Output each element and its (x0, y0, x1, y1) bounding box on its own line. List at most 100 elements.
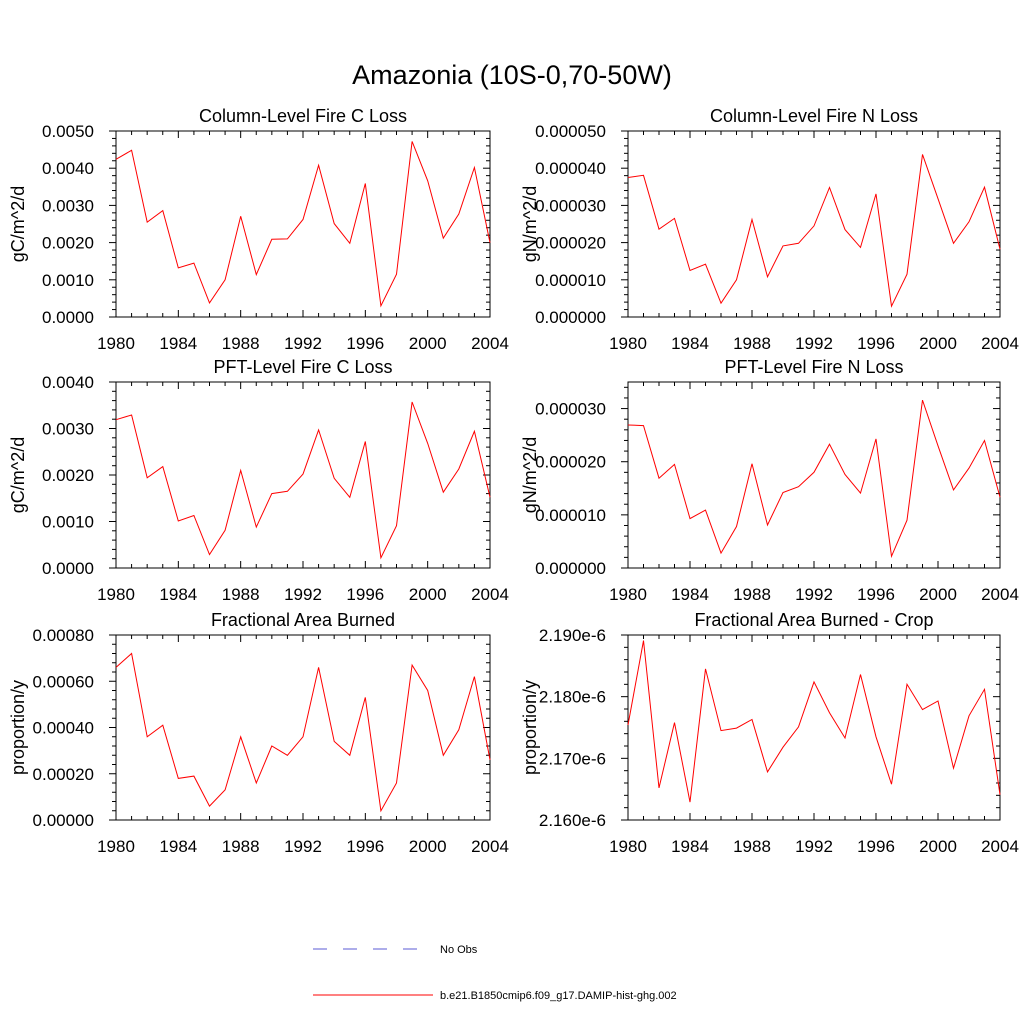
y-tick-label: 0.000000 (535, 308, 606, 327)
y-axis-label: proportion/y (8, 680, 28, 775)
x-tick-label: 1996 (857, 334, 895, 353)
chart-panel-2: Column-Level Fire N Loss gN/m^2/d 1980 1984… (520, 106, 1019, 353)
y-axis-label: proportion/y (520, 680, 540, 775)
x-tick-label: 2000 (409, 334, 447, 353)
panel-title: Fractional Area Burned (211, 610, 395, 630)
x-tick-label: 2000 (409, 837, 447, 856)
y-tick-label: 0.0010 (42, 271, 94, 290)
series-line-1 (627, 399, 1001, 559)
x-tick-label: 1988 (733, 837, 771, 856)
chart-panel-6: Fractional Area Burned - Crop proportion/… (520, 610, 1019, 856)
chart-panel-3: PFT-Level Fire C Loss gC/m^2/d 1980 1984 198… (8, 357, 509, 604)
x-tick-label: 1996 (346, 334, 384, 353)
figure-title: Amazonia (10S-0,70-50W) (352, 60, 672, 90)
legend: No Obs b.e21.B1850cmip6.f09_g17.DAMIP-hi… (313, 944, 677, 1002)
y-tick-label: 0.0040 (42, 373, 94, 392)
y-tick-label: 0.00040 (33, 719, 94, 738)
y-axis-label: gC/m^2/d (8, 186, 28, 262)
x-tick-label: 1984 (671, 837, 709, 856)
y-tick-label: 0.00000 (33, 811, 94, 830)
y-tick-label: 0.000050 (535, 122, 606, 141)
x-tick-label: 1988 (222, 334, 260, 353)
x-tick-label: 1984 (159, 585, 197, 604)
y-tick-label: 0.00060 (33, 672, 94, 691)
y-tick-label: 0.00080 (33, 626, 94, 645)
y-tick-label: 0.0020 (42, 466, 94, 485)
x-tick-label: 1996 (346, 837, 384, 856)
x-tick-label: 1988 (222, 585, 260, 604)
plot-frame (115, 381, 491, 569)
chart-panel-5: Fractional Area Burned proportion/y 1980 19… (8, 610, 509, 856)
series-line-1 (115, 401, 491, 560)
x-tick-label: 1992 (795, 585, 833, 604)
x-tick-label: 1992 (284, 585, 322, 604)
x-tick-label: 2000 (919, 585, 957, 604)
y-tick-label: 0.000010 (535, 271, 606, 290)
x-tick-label: 1992 (795, 837, 833, 856)
x-tick-label: 1980 (97, 585, 135, 604)
chart-panels: Column-Level Fire C Loss gC/m^2/d 1980 1984… (8, 106, 1019, 856)
y-tick-label: 0.000030 (535, 196, 606, 215)
y-tick-label: 0.0050 (42, 122, 94, 141)
x-tick-label: 2000 (409, 585, 447, 604)
chart-panel-1: Column-Level Fire C Loss gC/m^2/d 1980 1984… (8, 106, 509, 353)
x-tick-label: 2004 (471, 837, 509, 856)
x-tick-label: 1984 (159, 334, 197, 353)
x-tick-label: 1980 (97, 837, 135, 856)
y-tick-label: 2.180e-6 (539, 688, 606, 707)
x-tick-label: 1992 (795, 334, 833, 353)
legend-no-obs-label: No Obs (440, 944, 478, 956)
y-tick-label: 0.000000 (535, 559, 606, 578)
panel-title: Column-Level Fire N Loss (710, 106, 918, 126)
x-tick-label: 2004 (981, 837, 1019, 856)
panel-title: PFT-Level Fire C Loss (213, 357, 392, 377)
x-tick-label: 2004 (981, 334, 1019, 353)
y-tick-label: 0.0000 (42, 559, 94, 578)
y-tick-label: 0.0020 (42, 234, 94, 253)
y-tick-label: 0.000020 (535, 234, 606, 253)
x-tick-label: 1980 (97, 334, 135, 353)
y-tick-label: 2.190e-6 (539, 626, 606, 645)
y-tick-label: 0.000030 (535, 400, 606, 419)
y-tick-label: 0.0030 (42, 420, 94, 439)
y-tick-label: 2.160e-6 (539, 811, 606, 830)
series-line-1 (115, 141, 491, 308)
y-tick-label: 0.000010 (535, 506, 606, 525)
series-line-1 (627, 640, 1001, 803)
y-tick-label: 0.0030 (42, 196, 94, 215)
x-tick-label: 1984 (671, 334, 709, 353)
panel-title: Fractional Area Burned - Crop (694, 610, 933, 630)
y-tick-label: 0.00020 (33, 765, 94, 784)
y-tick-label: 0.0010 (42, 513, 94, 532)
x-tick-label: 1988 (733, 585, 771, 604)
x-tick-label: 1996 (857, 585, 895, 604)
x-tick-label: 1988 (733, 334, 771, 353)
y-tick-label: 0.0040 (42, 159, 94, 178)
x-tick-label: 2000 (919, 837, 957, 856)
panel-title: PFT-Level Fire N Loss (724, 357, 903, 377)
y-axis-label: gC/m^2/d (8, 437, 28, 513)
x-tick-label: 2004 (471, 585, 509, 604)
y-tick-label: 0.000040 (535, 159, 606, 178)
x-tick-label: 1980 (609, 334, 647, 353)
x-tick-label: 2004 (981, 585, 1019, 604)
plot-frame (115, 634, 491, 821)
chart-panel-4: PFT-Level Fire N Loss gN/m^2/d 1980 1984 198… (520, 357, 1019, 604)
x-tick-label: 2004 (471, 334, 509, 353)
x-tick-label: 1984 (671, 585, 709, 604)
y-tick-label: 2.170e-6 (539, 749, 606, 768)
y-axis-label: gN/m^2/d (520, 437, 540, 513)
panel-title: Column-Level Fire C Loss (199, 106, 407, 126)
x-tick-label: 1996 (857, 837, 895, 856)
y-tick-label: 0.000020 (535, 453, 606, 472)
x-tick-label: 1992 (284, 334, 322, 353)
x-tick-label: 1984 (159, 837, 197, 856)
x-tick-label: 2000 (919, 334, 957, 353)
y-tick-label: 0.0000 (42, 308, 94, 327)
x-tick-label: 1980 (609, 585, 647, 604)
series-line-1 (115, 652, 491, 813)
x-tick-label: 1988 (222, 837, 260, 856)
x-tick-label: 1992 (284, 837, 322, 856)
series-line-1 (627, 154, 1001, 308)
